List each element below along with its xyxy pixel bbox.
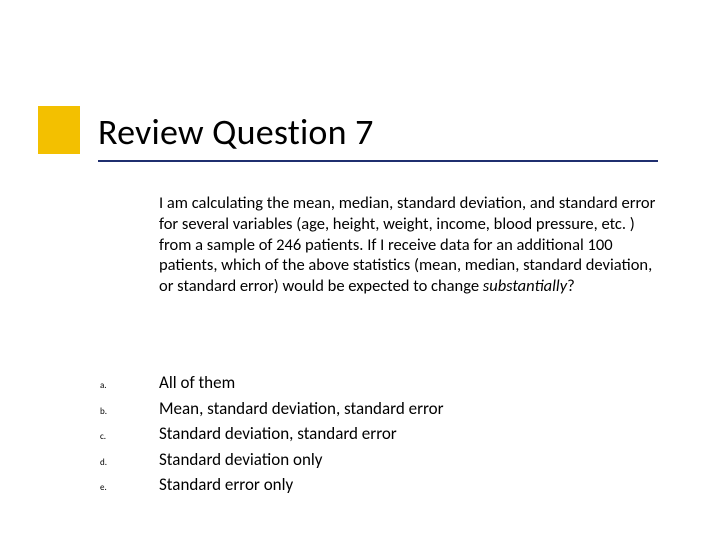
answer-options: a. All of them b. Mean, standard deviati… [100,372,660,500]
option-text: Standard deviation, standard error [159,423,397,444]
option-row: c. Standard deviation, standard error [100,423,660,444]
option-letter: d. [100,451,159,468]
option-row: a. All of them [100,372,660,393]
title-underline [98,160,658,162]
option-text: Standard error only [159,474,293,495]
slide-title: Review Question 7 [98,110,374,154]
option-letter: e. [100,476,159,493]
option-letter: b. [100,400,159,417]
stem-text-pre: I am calculating the mean, median, stand… [159,193,655,296]
stem-text-post: ? [567,276,575,296]
option-text: All of them [159,372,235,393]
option-row: d. Standard deviation only [100,449,660,470]
option-row: e. Standard error only [100,474,660,495]
option-text: Standard deviation only [159,449,323,470]
question-stem: I am calculating the mean, median, stand… [159,193,665,297]
option-text: Mean, standard deviation, standard error [159,398,444,419]
option-row: b. Mean, standard deviation, standard er… [100,398,660,419]
accent-block-title [38,106,80,154]
stem-text-emphasis: substantially [483,276,567,296]
option-letter: c. [100,425,159,442]
option-letter: a. [100,374,159,391]
